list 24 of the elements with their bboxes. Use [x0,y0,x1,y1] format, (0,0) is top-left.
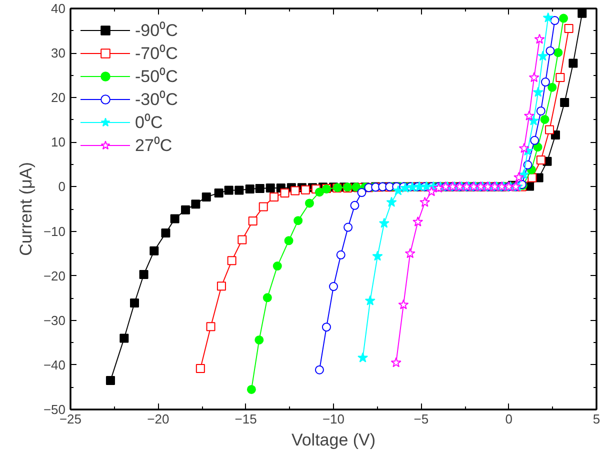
y-tick-label: 20 [51,90,66,106]
legend-label: 27⁰C [135,135,172,156]
y-tick-label: −50 [43,402,66,417]
y-tick-label: −20 [43,268,66,284]
legend-label: 0⁰C [135,112,163,133]
y-axis-title: Current (μA) [16,162,36,256]
x-axis-title: Voltage (V) [291,430,376,450]
y-tick-label: 30 [51,46,66,61]
y-tick-label: 0 [58,179,66,194]
y-tick-label: 40 [51,1,66,16]
legend-label: -50⁰C [135,66,178,87]
y-tick-label: 10 [51,134,66,150]
legend-label: -70⁰C [135,43,178,64]
y-tick-label: −10 [43,224,66,239]
x-tick-label: −5 [414,412,429,426]
legend-label: -90⁰C [135,20,178,41]
x-tick-label: 5 [592,412,600,426]
x-tick-label: 0 [505,412,512,426]
x-tick-label: −10 [322,412,345,426]
x-tick-label: −15 [234,412,257,426]
legend-label: -30⁰C [135,89,178,110]
y-tick-label: −40 [43,357,66,372]
y-tick-label: −30 [43,312,66,328]
x-tick-label: −20 [147,412,170,426]
